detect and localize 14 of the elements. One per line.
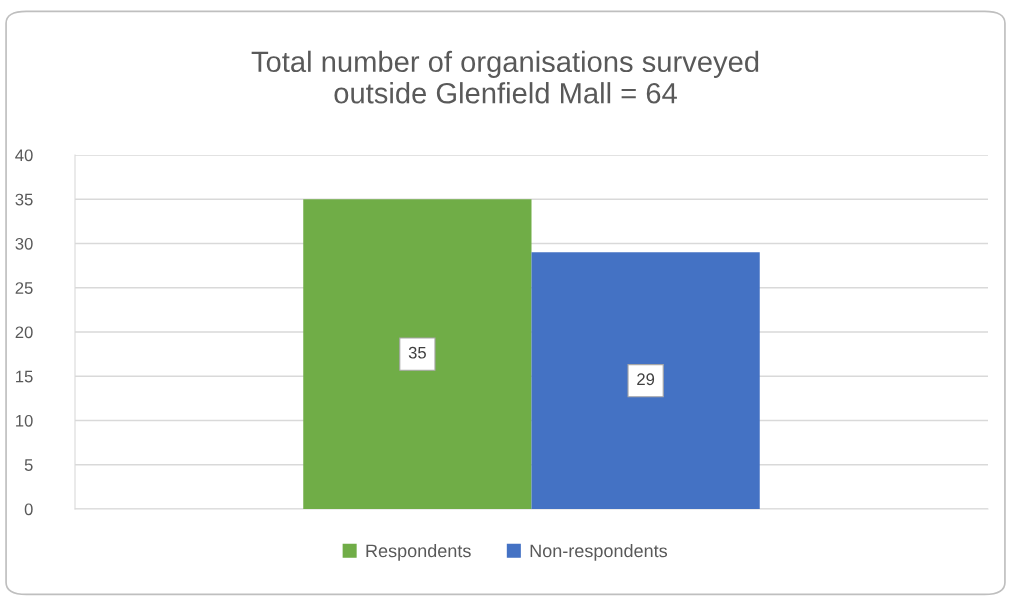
y-tick-label: 30 [15,237,33,250]
data-label: 35 [408,346,426,359]
y-tick-label: 15 [16,370,33,383]
y-tick-label: 0 [24,503,33,516]
y-tick-label: 20 [15,326,33,339]
data-label: 29 [637,373,655,386]
y-tick-label: 25 [15,282,33,294]
y-tick-label: 40 [15,149,33,162]
legend-label: Non-respondents [530,543,668,561]
y-tick-label: 5 [24,459,33,471]
legend-label: Respondents [366,543,471,561]
chart-title: Total number of organisations surveyed outside Glenfield Mall = 64 [251,50,759,104]
y-tick-label: 35 [15,193,33,206]
y-tick-label: 10 [16,414,33,427]
